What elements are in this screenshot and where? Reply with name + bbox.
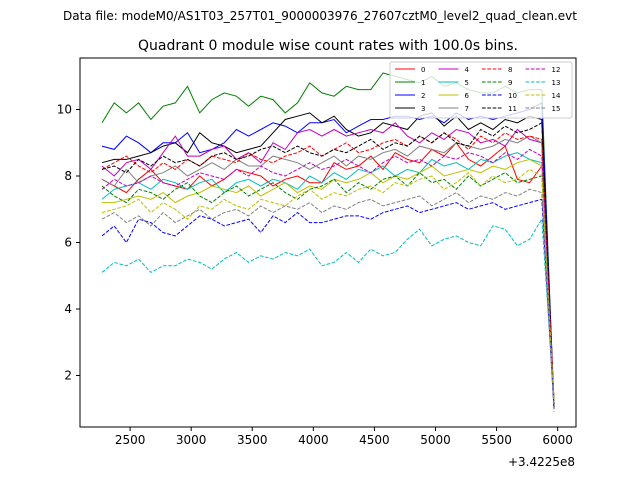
series-line-7 [101, 135, 555, 406]
legend-label-15: 15 [552, 105, 561, 113]
series-line-3 [101, 112, 555, 409]
legend-label-14: 14 [552, 92, 561, 100]
legend-label-12: 12 [552, 66, 561, 74]
series-line-10 [101, 198, 555, 409]
x-tick-label: 2500 [115, 433, 146, 447]
x-tick-label: 4500 [359, 433, 390, 447]
series-line-5 [101, 152, 555, 403]
series-line-8 [101, 132, 555, 399]
y-tick-label: 10 [57, 103, 72, 117]
series-line-15 [101, 188, 555, 413]
y-tick-label: 8 [64, 169, 72, 183]
legend-label-3: 3 [421, 105, 425, 113]
legend-label-9: 9 [508, 79, 512, 87]
chart-title: Quadrant 0 module wise count rates with … [138, 38, 518, 54]
x-tick-label: 4000 [298, 433, 329, 447]
series-line-6 [102, 158, 555, 399]
x-offset-label: +3.4225e8 [508, 455, 575, 469]
x-tick-label: 3000 [176, 433, 207, 447]
legend-label-1: 1 [421, 79, 425, 87]
series-line-14 [101, 168, 555, 403]
series-lines [101, 72, 555, 413]
y-tick-label: 2 [64, 368, 72, 382]
legend-label-7: 7 [465, 105, 469, 113]
series-line-4 [101, 122, 555, 406]
x-tick-label: 5000 [420, 433, 451, 447]
legend-label-11: 11 [508, 105, 517, 113]
series-line-11 [101, 121, 555, 406]
x-tick-label: 3500 [237, 433, 268, 447]
legend-label-0: 0 [421, 66, 425, 74]
legend-label-5: 5 [465, 79, 469, 87]
figure-suptitle: Data file: modeM0/AS1T03_257T01_90000039… [63, 9, 577, 23]
x-tick-label: 5500 [481, 433, 512, 447]
y-tick-label: 6 [64, 236, 72, 250]
series-line-13 [101, 217, 555, 399]
legend-label-4: 4 [465, 66, 470, 74]
series-line-0 [101, 142, 555, 403]
x-tick-label: 6000 [542, 433, 573, 447]
legend-label-6: 6 [465, 92, 470, 100]
legend-label-8: 8 [508, 66, 512, 74]
legend-frame [389, 61, 573, 119]
legend-label-2: 2 [421, 92, 425, 100]
legend-label-13: 13 [552, 79, 561, 87]
legend-label-10: 10 [508, 92, 517, 100]
y-tick-label: 4 [64, 302, 72, 316]
series-line-12 [101, 148, 555, 403]
